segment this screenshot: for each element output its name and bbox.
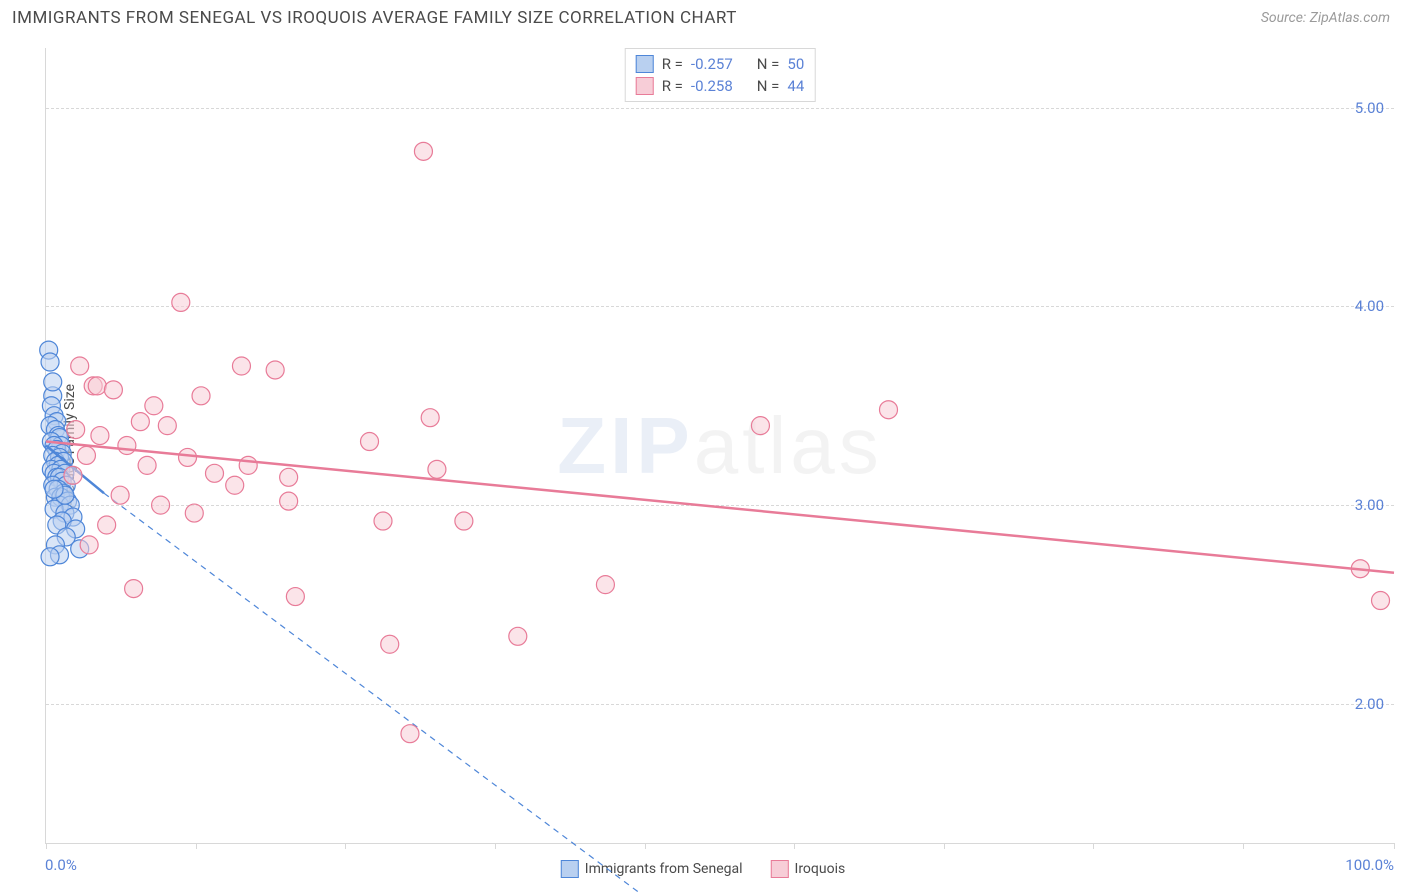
trend-line [46,442,1394,573]
data-point [509,627,527,645]
x-tick [1243,843,1244,849]
data-point [77,446,95,464]
data-point [1372,592,1390,610]
data-point [98,516,116,534]
data-point [41,353,59,371]
legend-swatch-senegal [636,55,654,73]
data-point [158,417,176,435]
data-point [179,448,197,466]
legend-row-iroquois: R = -0.258 N = 44 [636,75,805,97]
data-point [374,512,392,530]
x-axis-min-label: 0.0% [45,856,77,874]
x-tick [944,843,945,849]
data-point [131,413,149,431]
data-point [266,361,284,379]
chart-title: IMMIGRANTS FROM SENEGAL VS IROQUOIS AVER… [12,8,737,28]
legend-row-senegal: R = -0.257 N = 50 [636,53,805,75]
x-tick [46,843,47,849]
data-point [239,456,257,474]
data-point [455,512,473,530]
data-point [172,293,190,311]
data-point [111,486,129,504]
data-point [751,417,769,435]
data-point [41,548,59,566]
legend-item-senegal: Immigrants from Senegal [561,860,743,878]
x-axis-max-label: 100.0% [1345,856,1394,874]
correlation-legend: R = -0.257 N = 50 R = -0.258 N = 44 [625,48,816,102]
legend-swatch-senegal-bottom [561,860,579,878]
data-point [880,401,898,419]
data-point [232,357,250,375]
x-tick [1093,843,1094,849]
data-point [45,480,63,498]
legend-swatch-iroquois [636,77,654,95]
trend-extrapolation [104,493,653,892]
data-point [118,437,136,455]
chart-source: Source: ZipAtlas.com [1261,10,1390,26]
data-point [104,381,122,399]
data-point [206,464,224,482]
chart-header: IMMIGRANTS FROM SENEGAL VS IROQUOIS AVER… [0,0,1406,36]
data-point [421,409,439,427]
data-point [280,468,298,486]
series-legend: Immigrants from Senegal Iroquois [561,860,845,878]
x-tick [794,843,795,849]
data-point [286,588,304,606]
x-tick [645,843,646,849]
data-point [226,476,244,494]
data-point [80,536,98,554]
x-tick [1394,843,1395,849]
data-point [88,377,106,395]
data-point [71,357,89,375]
data-point [91,427,109,445]
scatter-svg [46,48,1394,843]
data-point [381,635,399,653]
data-point [361,433,379,451]
data-point [44,373,62,391]
data-point [138,456,156,474]
data-point [192,387,210,405]
data-point [596,576,614,594]
data-point [152,496,170,514]
x-tick [196,843,197,849]
x-tick [495,843,496,849]
data-point [185,504,203,522]
legend-swatch-iroquois-bottom [771,860,789,878]
data-point [280,492,298,510]
data-point [401,725,419,743]
legend-item-iroquois: Iroquois [771,860,846,878]
data-point [64,466,82,484]
data-point [145,397,163,415]
data-point [428,460,446,478]
data-point [414,142,432,160]
data-point [125,580,143,598]
data-point [67,421,85,439]
chart-plot-area: ZIPatlas R = -0.257 N = 50 R = -0.258 N … [45,48,1394,844]
x-tick [345,843,346,849]
